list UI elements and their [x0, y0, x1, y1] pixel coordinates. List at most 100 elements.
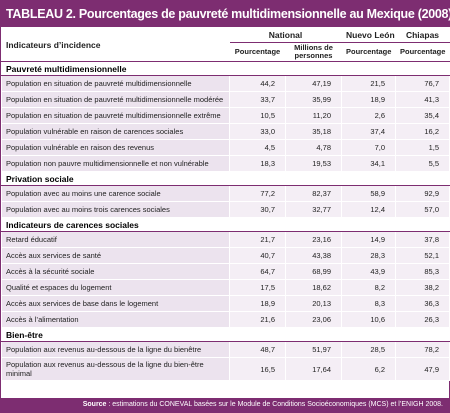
row-label: Population avec au moins une carence soc…	[1, 185, 230, 202]
cell-value: 20,13	[285, 295, 342, 312]
cell-value: 36,3	[395, 295, 450, 312]
cell-value: 8,2	[341, 279, 396, 296]
row-label: Accès aux services de santé	[1, 247, 230, 264]
section-title: Privation sociale	[1, 171, 450, 186]
cell-value: 23,16	[285, 231, 342, 248]
cell-value: 18,3	[229, 155, 286, 172]
cell-value: 7,0	[341, 139, 396, 156]
cell-value: 33,0	[229, 123, 286, 140]
cell-value: 92,9	[395, 185, 450, 202]
cell-value: 35,99	[285, 91, 342, 108]
cell-value: 52,1	[395, 247, 450, 264]
table-head: Indicateurs d’incidence National Nuevo L…	[1, 27, 450, 62]
cell-value: 19,53	[285, 155, 342, 172]
cell-value: 16,5	[229, 357, 286, 381]
data-row: Population aux revenus au-dessous de la …	[1, 341, 450, 358]
row-label: Population en situation de pauvreté mult…	[1, 91, 230, 108]
data-row: Accès aux services de santé 40,7 43,38 28,3…	[1, 247, 450, 264]
data-row: Accès à la sécurité sociale 64,7 68,99 43,9…	[1, 263, 450, 280]
source-label: Source	[82, 401, 107, 408]
column-subheader: Pourcentage	[341, 42, 396, 62]
column-header: Chiapas	[395, 27, 450, 43]
cell-value: 85,3	[395, 263, 450, 280]
data-row: Population en situation de pauvreté mult…	[1, 75, 450, 92]
cell-value: 47,19	[285, 75, 342, 92]
cell-value: 21,6	[229, 311, 286, 328]
cell-value: 5,5	[395, 155, 450, 172]
row-label: Retard éducatif	[1, 231, 230, 248]
cell-value: 12,4	[341, 201, 396, 218]
cell-value: 76,7	[395, 75, 450, 92]
cell-value: 17,64	[285, 357, 342, 381]
cell-value: 37,4	[341, 123, 396, 140]
cell-value: 6,2	[341, 357, 396, 381]
cell-value: 48,7	[229, 341, 286, 358]
cell-value: 33,7	[229, 91, 286, 108]
cell-value: 51,97	[285, 341, 342, 358]
cell-value: 43,9	[341, 263, 396, 280]
cell-value: 18,9	[341, 91, 396, 108]
data-row: Population avec au moins une carence soc…	[1, 185, 450, 202]
cell-value: 16,2	[395, 123, 450, 140]
section-title: Pauvreté multidimensionnelle	[1, 61, 450, 76]
section-row: Privation sociale	[1, 171, 450, 186]
data-row: Population en situation de pauvreté mult…	[1, 107, 450, 124]
column-header: Indicateurs d’incidence	[1, 27, 230, 62]
cell-value: 28,5	[341, 341, 396, 358]
cell-value: 14,9	[341, 231, 396, 248]
cell-value: 21,5	[341, 75, 396, 92]
cell-value: 32,77	[285, 201, 342, 218]
cell-value: 78,2	[395, 341, 450, 358]
section-row: Bien-être	[1, 327, 450, 342]
section-row: Pauvreté multidimensionnelle	[1, 61, 450, 76]
data-row: Population avec au moins trois carences …	[1, 201, 450, 218]
cell-value: 44,2	[229, 75, 286, 92]
row-label: Population vulnérable en raison des reve…	[1, 139, 230, 156]
cell-value: 68,99	[285, 263, 342, 280]
row-label: Accès aux services de base dans le logem…	[1, 295, 230, 312]
cell-value: 82,37	[285, 185, 342, 202]
data-row: Population vulnérable en raison de caren…	[1, 123, 450, 140]
data-row: Population non pauvre multidimensionnell…	[1, 155, 450, 172]
cell-value: 23,06	[285, 311, 342, 328]
cell-value: 4,78	[285, 139, 342, 156]
data-row: Population en situation de pauvreté mult…	[1, 91, 450, 108]
row-label: Accès à l’alimentation	[1, 311, 230, 328]
data-row: Accès aux services de base dans le logem…	[1, 295, 450, 312]
cell-value: 58,9	[341, 185, 396, 202]
table-title: TABLEAU 2. Pourcentages de pauvreté mult…	[1, 1, 450, 27]
cell-value: 21,7	[229, 231, 286, 248]
cell-value: 10,5	[229, 107, 286, 124]
row-label: Population en situation de pauvreté mult…	[1, 107, 230, 124]
cell-value: 77,2	[229, 185, 286, 202]
row-label: Population aux revenus au-dessous de la …	[1, 341, 230, 358]
cell-value: 8,3	[341, 295, 396, 312]
row-label: Accès à la sécurité sociale	[1, 263, 230, 280]
row-label: Population avec au moins trois carences …	[1, 201, 230, 218]
cell-value: 35,4	[395, 107, 450, 124]
column-subheader: Pourcentage	[229, 42, 286, 62]
column-header: Nuevo León	[341, 27, 396, 43]
cell-value: 4,5	[229, 139, 286, 156]
source-text: : estimations du CONEVAL basées sur le M…	[106, 401, 443, 408]
header-row: Indicateurs d’incidence National Nuevo L…	[1, 27, 450, 62]
cell-value: 64,7	[229, 263, 286, 280]
data-table: Indicateurs d’incidence National Nuevo L…	[1, 27, 450, 381]
cell-value: 1,5	[395, 139, 450, 156]
data-row: Population vulnérable en raison des reve…	[1, 139, 450, 156]
cell-value: 30,7	[229, 201, 286, 218]
row-label: Population en situation de pauvreté mult…	[1, 75, 230, 92]
data-row: Population aux revenus au-dessous de la …	[1, 357, 450, 381]
row-label: Qualité et espaces du logement	[1, 279, 230, 296]
data-row: Qualité et espaces du logement 17,5 18,62 8…	[1, 279, 450, 296]
row-label: Population vulnérable en raison de caren…	[1, 123, 230, 140]
column-header: National	[229, 27, 342, 43]
cell-value: 35,18	[285, 123, 342, 140]
source-note: Source : estimations du CONEVAL basées s…	[1, 398, 449, 412]
section-title: Bien-être	[1, 327, 450, 342]
data-row: Accès à l’alimentation 21,6 23,06 10,6 26,3	[1, 311, 450, 328]
cell-value: 18,9	[229, 295, 286, 312]
cell-value: 2,6	[341, 107, 396, 124]
